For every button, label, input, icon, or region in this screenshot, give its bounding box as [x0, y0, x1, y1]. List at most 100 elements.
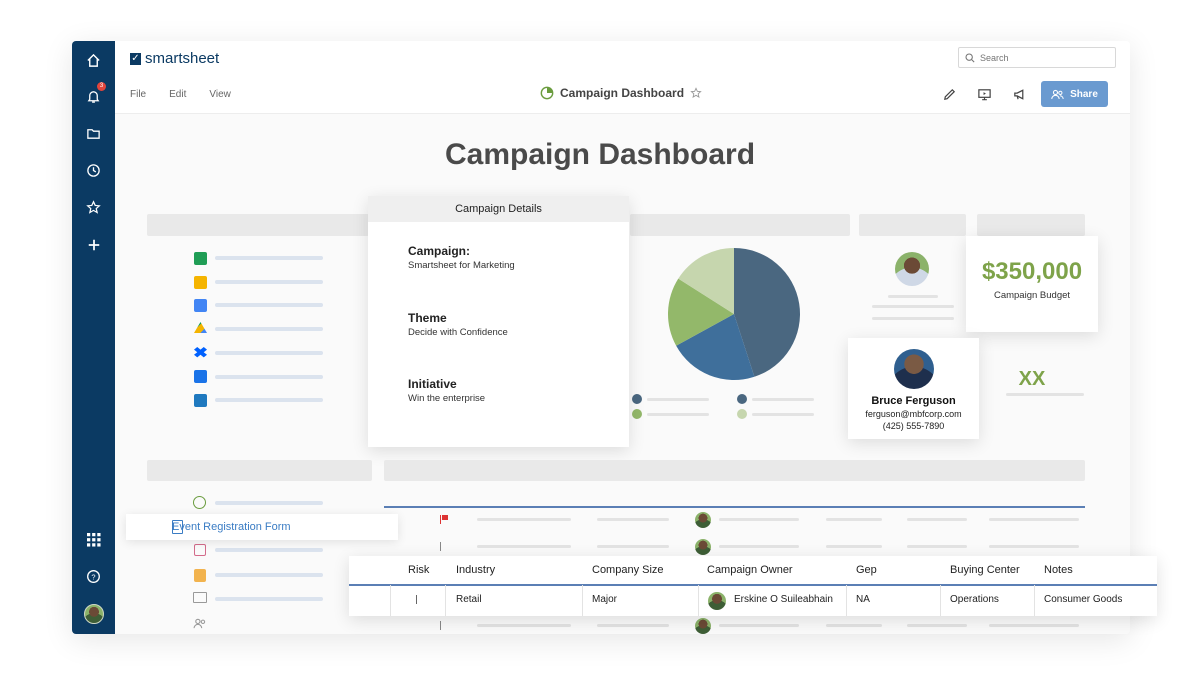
link-placeholder	[215, 398, 323, 402]
contact-card: Bruce Ferguson ferguson@mbfcorp.com (425…	[848, 338, 979, 439]
star-icon[interactable]	[82, 196, 105, 219]
col-header-risk[interactable]: Risk	[408, 564, 430, 576]
event-registration-label: Event Registration Form	[172, 521, 291, 533]
pie-slice-2[interactable]	[668, 278, 734, 346]
google-drive-icon[interactable]	[194, 322, 207, 334]
owner-avatar	[695, 512, 711, 528]
text-placeholder	[1006, 393, 1084, 396]
pie-chart-svg	[668, 248, 800, 380]
report-icon[interactable]	[194, 569, 206, 582]
cell-campaign-owner[interactable]: Erskine O Suileabhain	[734, 594, 833, 605]
widget-header-placeholder	[977, 214, 1085, 236]
detail-value: Smartsheet for Marketing	[408, 260, 515, 271]
clock-icon[interactable]	[82, 159, 105, 182]
user-avatar[interactable]	[82, 602, 105, 625]
pie-chart	[666, 246, 802, 382]
contact-email[interactable]: ferguson@mbfcorp.com	[865, 409, 962, 419]
menu-file[interactable]: File	[130, 89, 147, 100]
share-button[interactable]: Share	[1041, 81, 1108, 107]
cell-placeholder	[597, 545, 669, 548]
cell-placeholder	[477, 518, 571, 521]
help-icon[interactable]: ?	[82, 565, 105, 588]
cell-placeholder	[719, 545, 799, 548]
form-icon	[172, 520, 183, 534]
text-placeholder	[872, 305, 954, 308]
contact-photo	[893, 349, 934, 389]
cell-gep[interactable]: NA	[856, 594, 870, 605]
present-icon[interactable]	[975, 85, 993, 103]
cell-placeholder	[826, 518, 882, 521]
cell-placeholder	[477, 624, 571, 627]
col-header-industry[interactable]: Industry	[456, 564, 496, 576]
red-flag-icon[interactable]	[440, 515, 448, 524]
cell-notes[interactable]: Consumer Goods	[1044, 594, 1123, 605]
cell-placeholder	[989, 545, 1079, 548]
campaign-table: Risk Industry Company Size Campaign Owne…	[349, 556, 1157, 616]
folder-icon[interactable]	[82, 122, 105, 145]
megaphone-icon[interactable]	[1010, 85, 1028, 103]
pie-slice-1[interactable]	[676, 314, 755, 380]
notification-badge: 3	[97, 82, 106, 91]
google-slides-icon[interactable]	[194, 276, 207, 289]
edit-pencil-icon[interactable]	[940, 85, 958, 103]
sheet-title-area: Campaign Dashboard	[540, 86, 702, 100]
form-pink-icon[interactable]	[194, 544, 206, 556]
kpi-value: XX	[1018, 368, 1046, 390]
widget-header-placeholder	[630, 214, 850, 236]
link-placeholder	[215, 256, 323, 260]
search-box[interactable]	[958, 47, 1116, 68]
folder-small-icon[interactable]	[193, 592, 207, 603]
cell-placeholder	[597, 518, 669, 521]
cell-company-size[interactable]: Major	[592, 594, 618, 605]
detail-initiative: Initiative Win the enterprise	[408, 377, 485, 404]
dropbox-icon[interactable]	[194, 347, 207, 358]
flag-icon[interactable]	[440, 621, 448, 630]
plus-icon[interactable]	[82, 233, 105, 256]
cell-buying-center[interactable]: Operations	[950, 594, 999, 605]
menu-view[interactable]: View	[209, 89, 231, 100]
pie-slice-3[interactable]	[678, 248, 734, 314]
col-separator	[582, 585, 583, 616]
search-input[interactable]	[980, 52, 1100, 63]
legend-dot	[737, 409, 747, 419]
toolbar-icons	[940, 85, 1028, 103]
detail-theme: Theme Decide with Confidence	[408, 311, 508, 338]
trello-icon[interactable]	[194, 394, 207, 407]
favorite-star-icon[interactable]	[690, 87, 702, 99]
google-docs-icon[interactable]	[194, 299, 207, 312]
legend-placeholder	[647, 413, 709, 416]
legend-placeholder	[752, 398, 814, 401]
col-header-campaign-owner[interactable]: Campaign Owner	[707, 564, 793, 576]
menu-bar: File Edit View	[130, 89, 231, 100]
smartsheet-logo[interactable]: ✓ smartsheet	[130, 50, 219, 67]
budget-amount: $350,000	[981, 258, 1083, 285]
link-placeholder	[215, 597, 323, 601]
menu-edit[interactable]: Edit	[169, 89, 187, 100]
event-registration-link[interactable]: Event Registration Form	[126, 514, 398, 540]
google-sheets-icon[interactable]	[194, 252, 207, 265]
apps-grid-icon[interactable]	[82, 528, 105, 551]
link-placeholder	[215, 375, 323, 379]
risk-flag-icon[interactable]	[416, 595, 424, 604]
cell-placeholder	[719, 624, 799, 627]
owner-avatar	[695, 539, 711, 555]
col-header-buying-center[interactable]: Buying Center	[950, 564, 1020, 576]
col-header-company-size[interactable]: Company Size	[592, 564, 664, 576]
box-icon[interactable]	[194, 370, 207, 383]
link-placeholder	[215, 548, 323, 552]
top-bar: ✓ smartsheet File Edit View Campaign Das…	[115, 41, 1130, 114]
pie-slice-0[interactable]	[734, 248, 800, 377]
people-icon	[1051, 89, 1064, 99]
flag-icon[interactable]	[440, 542, 448, 551]
col-header-notes[interactable]: Notes	[1044, 564, 1073, 576]
col-separator	[698, 585, 699, 616]
col-header-gep[interactable]: Gep	[856, 564, 877, 576]
cell-industry[interactable]: Retail	[456, 594, 482, 605]
cell-placeholder	[907, 518, 967, 521]
home-icon[interactable]	[82, 49, 105, 72]
dashboard-title: Campaign Dashboard	[444, 138, 756, 171]
link-placeholder	[215, 573, 323, 577]
bell-icon[interactable]: 3	[82, 82, 106, 108]
people-small-icon[interactable]	[193, 616, 207, 629]
header-divider	[349, 584, 1157, 586]
